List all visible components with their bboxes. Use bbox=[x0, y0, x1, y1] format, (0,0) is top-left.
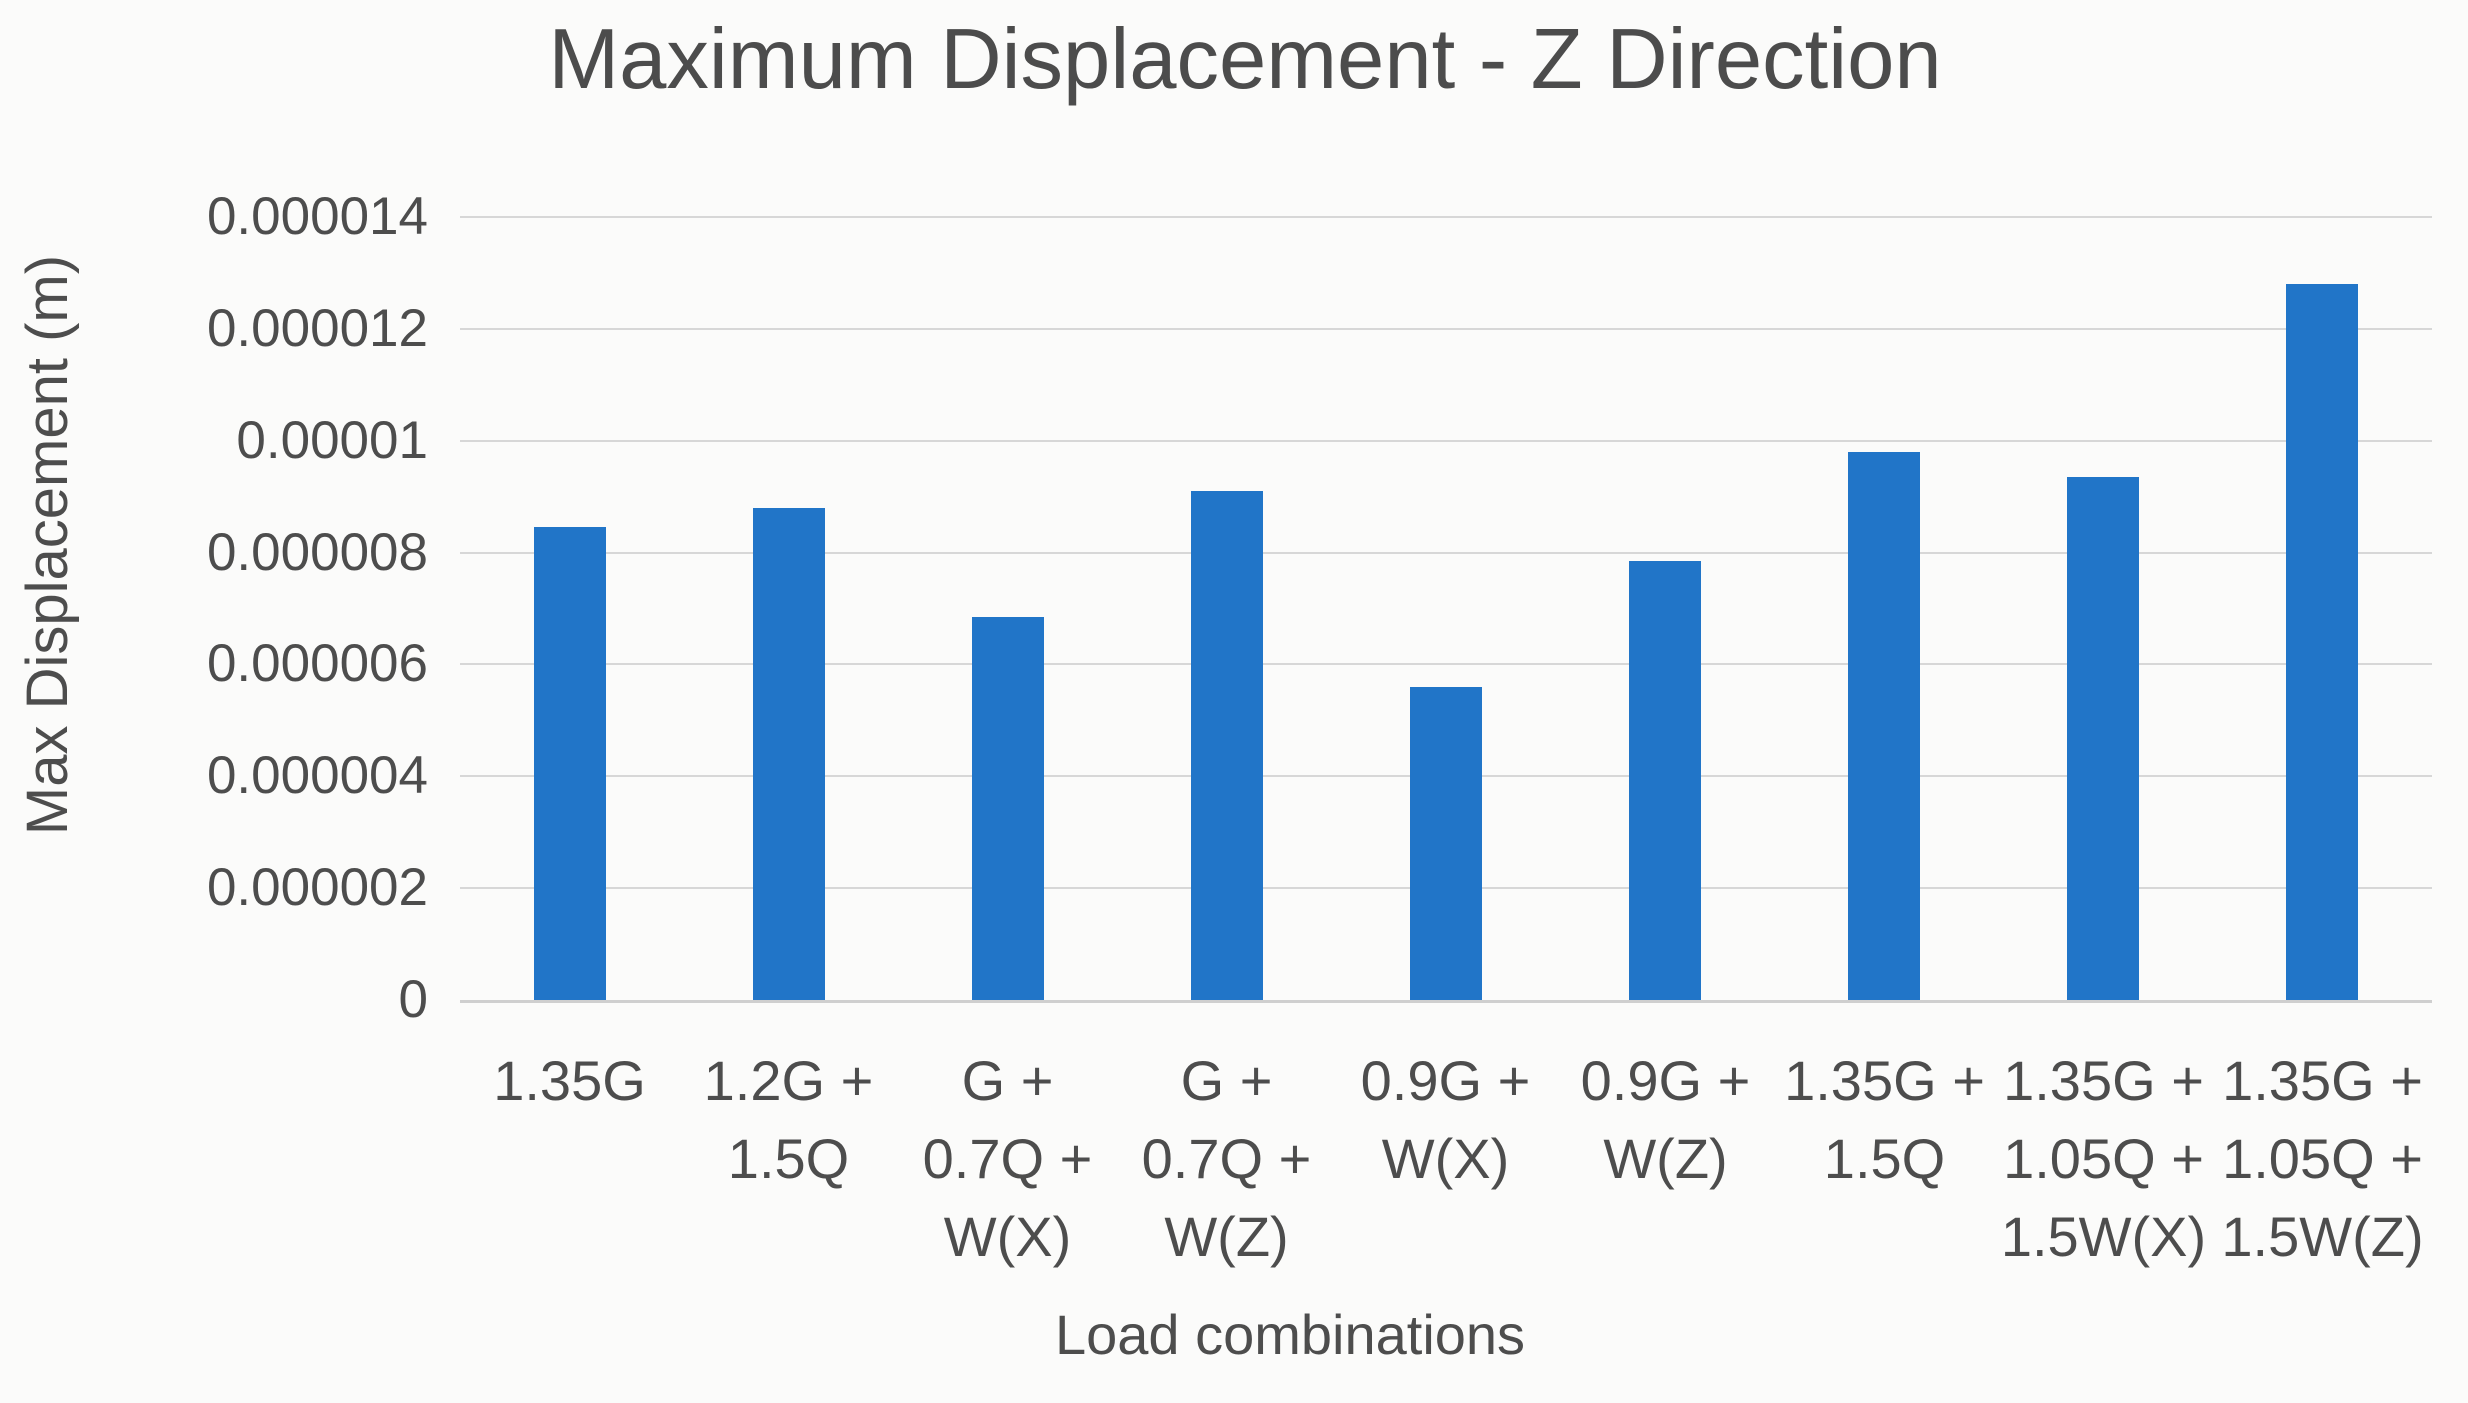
chart-title: Maximum Displacement - Z Direction bbox=[548, 12, 1942, 107]
x-tick-label: 0.9G + W(X) bbox=[1360, 1049, 1531, 1190]
bar bbox=[1629, 561, 1701, 1000]
x-axis-title: Load combinations bbox=[1054, 1303, 1526, 1366]
y-tick-label: 0.00001 bbox=[236, 411, 428, 470]
gridline bbox=[460, 328, 2432, 330]
plot-area bbox=[460, 216, 2432, 1003]
bar bbox=[1191, 491, 1263, 1000]
y-tick-label: 0.000006 bbox=[206, 634, 428, 693]
x-tick-label: 1.35G bbox=[493, 1049, 646, 1112]
x-tick-label: G + 0.7Q + W(X) bbox=[922, 1049, 1093, 1268]
bar bbox=[753, 508, 825, 1000]
y-tick-label: 0.000012 bbox=[206, 299, 428, 358]
gridline bbox=[460, 552, 2432, 554]
bar bbox=[972, 617, 1044, 1000]
x-tick-label: 1.35G + 1.05Q + 1.5W(X) bbox=[2000, 1049, 2207, 1268]
bar bbox=[534, 527, 606, 1000]
gridline bbox=[460, 440, 2432, 442]
y-axis-title: Max Displacement (m) bbox=[15, 254, 80, 836]
y-tick-label: 0.000014 bbox=[206, 187, 428, 246]
x-tick-label: 1.35G + 1.05Q + 1.5W(Z) bbox=[2221, 1049, 2424, 1268]
x-tick-label: 1.2G + 1.5Q bbox=[703, 1049, 874, 1190]
y-tick-label: 0.000002 bbox=[206, 858, 428, 917]
bar bbox=[1410, 687, 1482, 1000]
y-tick-label: 0.000008 bbox=[206, 523, 428, 582]
bar bbox=[1848, 452, 1920, 1000]
y-tick-label: 0.000004 bbox=[206, 746, 428, 805]
x-tick-label: G + 0.7Q + W(Z) bbox=[1141, 1049, 1312, 1268]
x-tick-label: 1.35G + 1.5Q bbox=[1784, 1049, 1985, 1190]
y-tick-label: 0 bbox=[398, 970, 428, 1029]
gridline bbox=[460, 663, 2432, 665]
x-tick-label: 0.9G + W(Z) bbox=[1580, 1049, 1751, 1190]
gridline bbox=[460, 216, 2432, 218]
bar bbox=[2286, 284, 2358, 1000]
bar bbox=[2067, 477, 2139, 1000]
